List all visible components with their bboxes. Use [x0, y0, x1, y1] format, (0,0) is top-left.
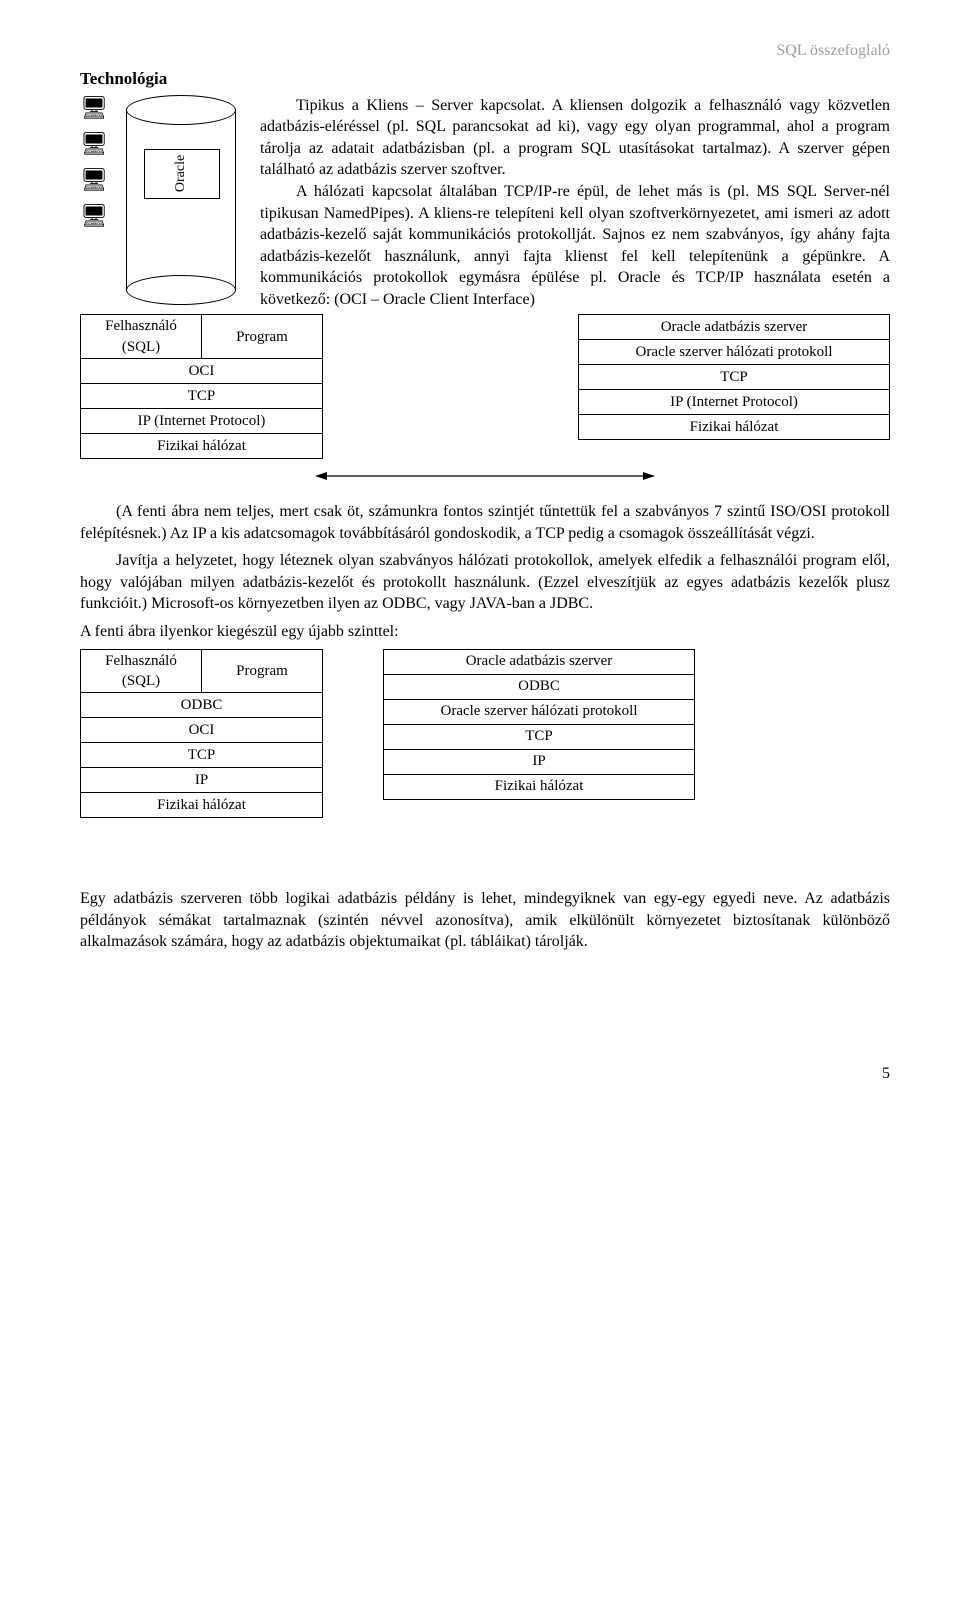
client-icons-column: 🖥 🖥 🖥 🖥	[80, 97, 108, 227]
stack-cell: OCI	[81, 718, 323, 743]
stack-cell: Felhasználó (SQL)	[81, 315, 202, 359]
stack-cell: IP (Internet Protocol)	[579, 390, 890, 415]
page-number: 5	[80, 1063, 890, 1085]
stack-cell: Fizikai hálózat	[384, 774, 695, 799]
stack-cell: ODBC	[384, 674, 695, 699]
paragraph-3: Javítja a helyzetet, hogy léteznek olyan…	[80, 550, 890, 615]
stack-row-2: Felhasználó (SQL) Program ODBC OCI TCP I…	[80, 649, 890, 819]
page-header: SQL összefoglaló	[80, 40, 890, 62]
database-label-box: Oracle	[144, 149, 220, 199]
database-cylinder: Oracle	[126, 95, 236, 305]
stack-cell: Oracle szerver hálózati protokoll	[384, 699, 695, 724]
computer-icon: 🖥	[80, 169, 108, 191]
paragraph-5: Egy adatbázis szerveren több logikai ada…	[80, 888, 890, 953]
stack-cell: IP	[384, 749, 695, 774]
stack-cell: IP	[81, 768, 323, 793]
stack-cell: Program	[202, 649, 323, 693]
paragraph-2: (A fenti ábra nem teljes, mert csak öt, …	[80, 501, 890, 544]
server-stack-table-2: Oracle adatbázis szerver ODBC Oracle sze…	[383, 649, 695, 800]
stack-cell: ODBC	[81, 693, 323, 718]
stack-row-1: Felhasználó (SQL) Program OCI TCP IP (In…	[80, 314, 890, 459]
stack-cell: TCP	[384, 724, 695, 749]
server-stack-table-1: Oracle adatbázis szerver Oracle szerver …	[578, 314, 890, 440]
top-diagram-row: 🖥 🖥 🖥 🖥 Oracle Tipikus a Kliens – Server…	[80, 95, 890, 311]
stack-cell: Oracle szerver hálózati protokoll	[579, 340, 890, 365]
stack-cell: Fizikai hálózat	[81, 793, 323, 818]
stack-cell: IP (Internet Protocol)	[81, 408, 323, 433]
stack-cell: TCP	[81, 743, 323, 768]
stack-cell: Fizikai hálózat	[579, 415, 890, 440]
stack-cell: TCP	[579, 365, 890, 390]
stack-cell: Felhasználó (SQL)	[81, 649, 202, 693]
client-stack-table-2: Felhasználó (SQL) Program ODBC OCI TCP I…	[80, 649, 323, 819]
stack-cell: Oracle adatbázis szerver	[384, 649, 695, 674]
stack-cell: Oracle adatbázis szerver	[579, 315, 890, 340]
double-arrow-icon	[315, 471, 655, 481]
database-label: Oracle	[172, 155, 191, 192]
stack-cell: Fizikai hálózat	[81, 433, 323, 458]
stack-cell: OCI	[81, 358, 323, 383]
paragraph-1-float: Tipikus a Kliens – Server kapcsolat. A k…	[260, 95, 890, 311]
double-arrow-row	[80, 471, 890, 481]
client-stack-table-1: Felhasználó (SQL) Program OCI TCP IP (In…	[80, 314, 323, 459]
computer-icon: 🖥	[80, 205, 108, 227]
paragraph-4: A fenti ábra ilyenkor kiegészül egy újab…	[80, 621, 890, 643]
stack-cell: TCP	[81, 383, 323, 408]
computer-icon: 🖥	[80, 97, 108, 119]
section-title: Technológia	[80, 68, 890, 91]
computer-icon: 🖥	[80, 133, 108, 155]
stack-cell: Program	[202, 315, 323, 359]
paragraph-1a: Tipikus a Kliens – Server kapcsolat. A k…	[260, 97, 890, 179]
